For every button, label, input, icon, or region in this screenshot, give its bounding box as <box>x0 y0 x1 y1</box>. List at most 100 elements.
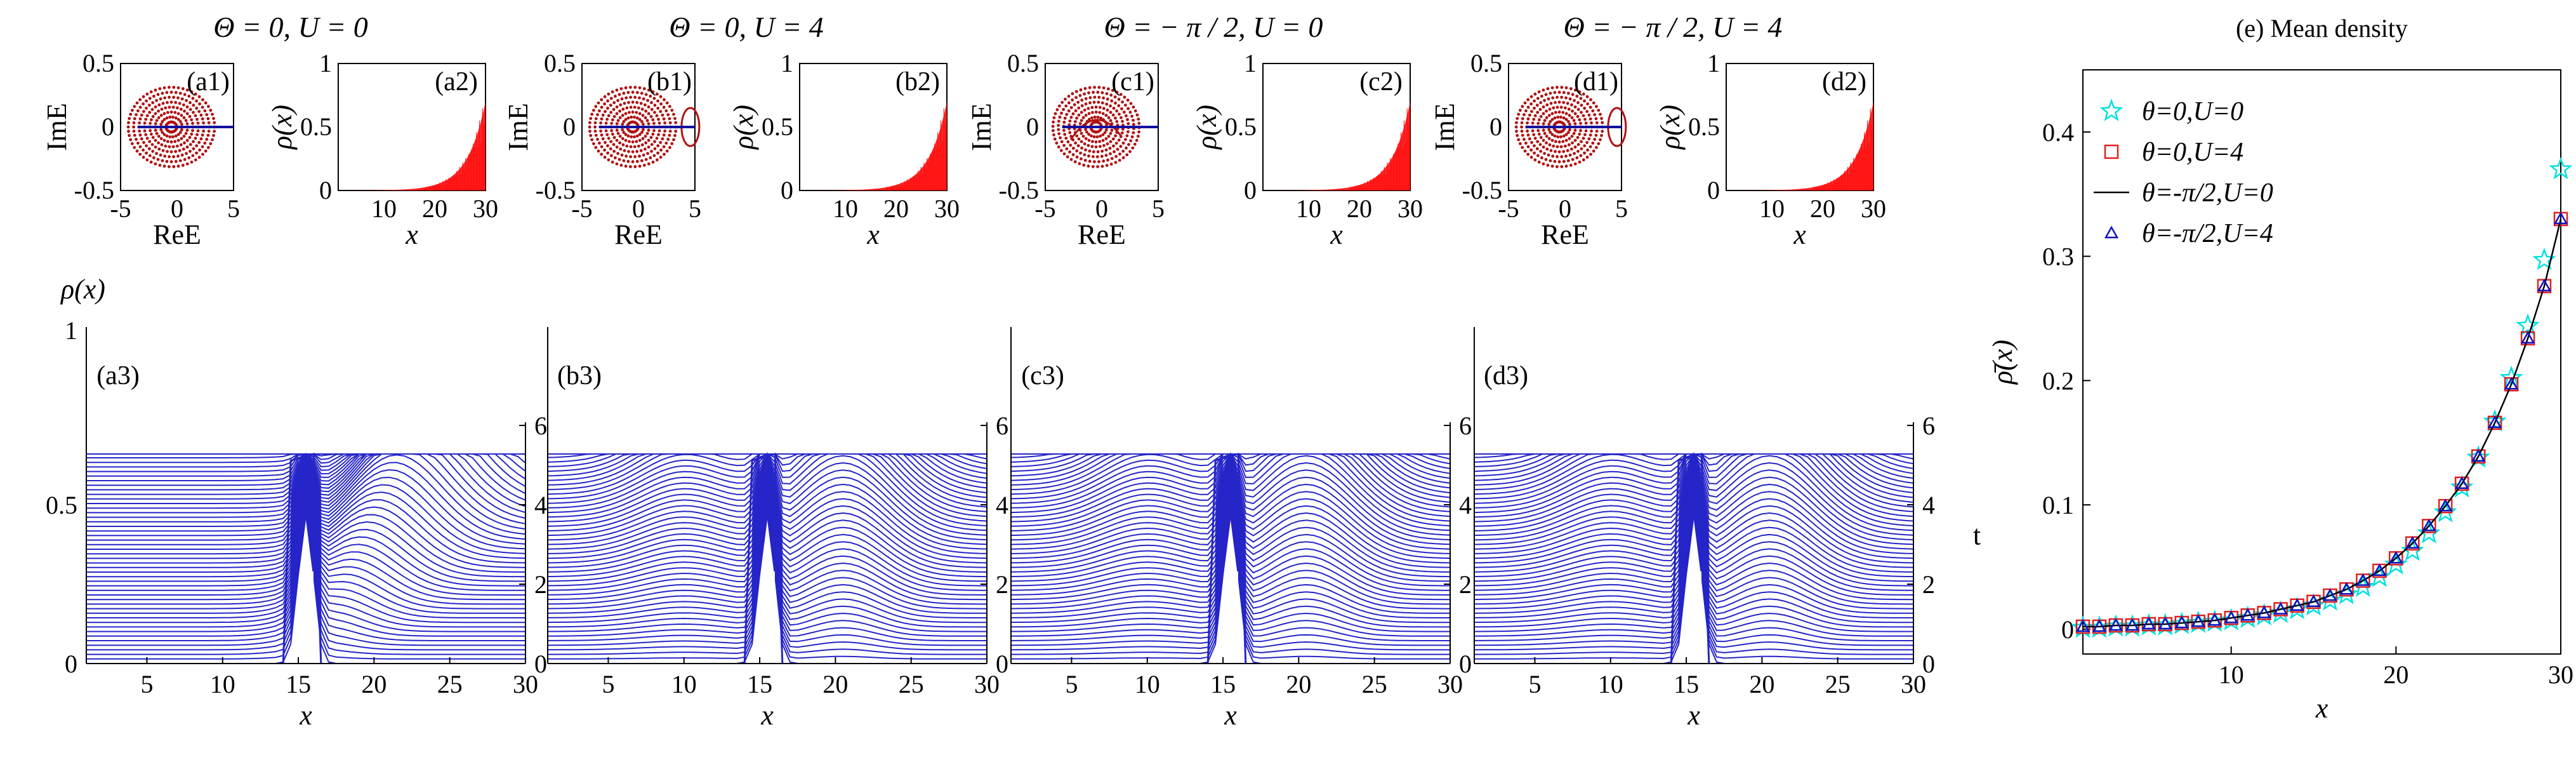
eigenvalue-point <box>182 147 185 151</box>
eigenvalue-point <box>213 130 216 133</box>
eigenvalue-point <box>171 145 175 149</box>
eigenvalue-point <box>1114 116 1117 120</box>
eigenvalue-point <box>1533 151 1536 155</box>
eigenvalue-point <box>1594 117 1598 121</box>
eigenvalue-point <box>133 105 136 109</box>
eigenvalue-point <box>1110 128 1114 132</box>
eigenvalue-point <box>1562 91 1566 95</box>
eigenvalue-point <box>1090 105 1094 109</box>
eigenvalue-point <box>1109 131 1113 135</box>
eigenvalue-point <box>609 140 613 144</box>
eigenvalue-point <box>641 114 645 117</box>
eigenvalue-point <box>656 99 659 103</box>
eigenvalue-point <box>1102 107 1106 110</box>
data-point <box>2224 610 2238 624</box>
eigenvalue-point <box>173 140 177 144</box>
eigenvalue-point <box>1102 144 1106 147</box>
eigenvalue-point <box>1536 110 1540 114</box>
eigenvalue-point <box>624 96 628 100</box>
eigenvalue-point <box>1135 113 1139 117</box>
eigenvalue-point <box>647 112 651 116</box>
eigenvalue-point <box>1536 140 1540 144</box>
eigenvalue-point <box>590 138 594 142</box>
eigenvalue-point <box>611 160 614 164</box>
eigenvalue-point <box>624 154 628 158</box>
eigenvalue-point <box>171 135 175 138</box>
eigenvalue-point <box>635 110 638 114</box>
eigenvalue-point <box>1578 118 1582 122</box>
eigenvalue-point <box>1562 150 1566 154</box>
spectrum-xtick: 0 <box>171 194 183 223</box>
eigenvalue-point <box>1052 129 1055 133</box>
eigenvalue-point <box>188 143 192 147</box>
eigenvalue-point <box>1096 90 1100 94</box>
eigenvalue-point <box>1115 90 1119 94</box>
eigenvalue-point <box>191 154 195 157</box>
eigenvalue-point <box>629 95 632 99</box>
eigenvalue-point <box>668 105 671 109</box>
eigenvalue-point <box>169 160 173 164</box>
eigenvalue-point <box>1553 116 1557 120</box>
eigenvalue-point <box>647 145 651 149</box>
eigenvalue-point <box>640 143 644 147</box>
eigenvalue-point <box>593 125 597 129</box>
waterfall-right-tick: 2 <box>1459 570 1472 599</box>
eigenvalue-point <box>1098 110 1102 114</box>
eigenvalue-point <box>1081 135 1085 138</box>
eigenvalue-point <box>190 90 194 94</box>
eigenvalue-point <box>1515 121 1518 124</box>
waterfall-xtick: 20 <box>1749 670 1774 698</box>
legend-label: θ=0,U=0 <box>2142 97 2243 126</box>
eigenvalue-point <box>1566 91 1570 95</box>
eigenvalue-point <box>1106 97 1109 101</box>
data-point <box>2285 596 2309 620</box>
eigenvalue-point <box>1124 103 1127 107</box>
eigenvalue-point <box>647 162 651 166</box>
eigenvalue-point <box>1545 135 1549 138</box>
chart-ytick: 0.1 <box>2042 491 2074 519</box>
eigenvalue-point <box>185 98 188 102</box>
inset-label: (c2) <box>1359 67 1403 97</box>
eigenvalue-point <box>1087 107 1090 110</box>
chart-ytick: 0.2 <box>2042 366 2074 395</box>
eigenvalue-point <box>1522 138 1526 141</box>
eigenvalue-point <box>1538 108 1542 111</box>
eigenvalue-point <box>1114 101 1117 105</box>
spectrum-ylabel: ImE <box>1429 103 1460 151</box>
waterfall-xtick: 10 <box>1135 670 1160 698</box>
eigenvalue-point <box>1078 94 1082 97</box>
eigenvalue-point <box>1564 112 1568 116</box>
eigenvalue-point <box>628 140 631 144</box>
eigenvalue-point <box>633 116 636 119</box>
eigenvalue-point <box>1552 144 1556 148</box>
eigenvalue-point <box>651 118 655 122</box>
eigenvalue-point <box>1132 131 1135 135</box>
eigenvalue-point <box>143 129 147 133</box>
data-point <box>2400 538 2424 561</box>
eigenvalue-point <box>664 109 668 113</box>
eigenvalue-point <box>1583 151 1587 155</box>
eigenvalue-point <box>607 137 611 140</box>
eigenvalue-point <box>1124 138 1127 142</box>
eigenvalue-point <box>596 138 599 141</box>
eigenvalue-point <box>637 144 640 148</box>
waterfall-xtick: 15 <box>747 670 772 698</box>
eigenvalue-point <box>596 113 599 117</box>
eigenvalue-point <box>128 117 131 121</box>
eigenvalue-point <box>152 156 155 159</box>
eigenvalue-point <box>1567 120 1570 123</box>
eigenvalue-point <box>1128 150 1132 154</box>
waterfall-right-tick: 6 <box>534 411 547 440</box>
eigenvalue-point <box>1562 159 1566 163</box>
eigenvalue-point <box>1107 116 1111 119</box>
eigenvalue-point <box>622 159 626 163</box>
eigenvalue-point <box>663 98 666 102</box>
eigenvalue-point <box>205 138 209 141</box>
eigenvalue-point <box>1589 152 1592 156</box>
eigenvalue-point <box>656 151 659 155</box>
waterfall-xtick: 5 <box>140 670 153 698</box>
eigenvalue-point <box>211 112 214 116</box>
spectrum-ytick: 0 <box>102 112 114 141</box>
eigenvalue-point <box>1087 154 1090 158</box>
eigenvalue-point <box>166 101 169 104</box>
